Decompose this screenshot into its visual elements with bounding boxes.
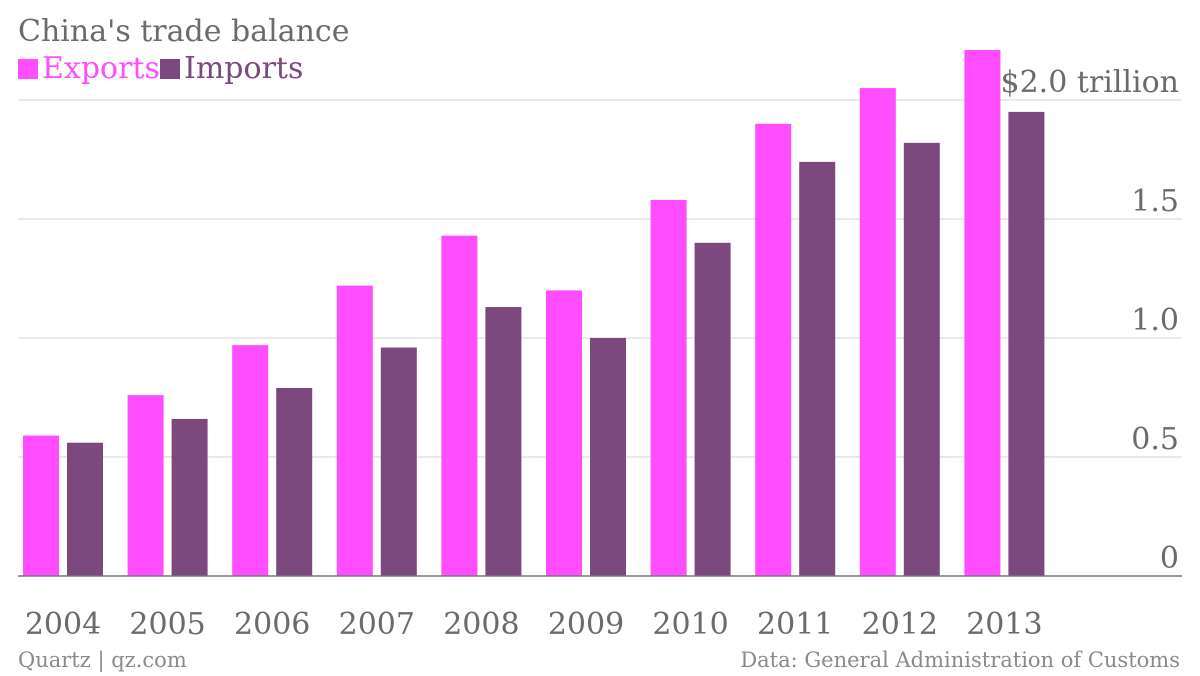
x-tick-label: 2009 xyxy=(548,607,624,642)
x-tick-labels: 2004 2005 2006 2007 2008 2009 2010 2011 2012 2013 xyxy=(25,607,1043,642)
y-tick-label: 1.5 xyxy=(1131,184,1179,219)
y-tick-label: 1.0 xyxy=(1131,303,1179,338)
bar-imports-2009 xyxy=(590,338,626,576)
bar-imports-2005 xyxy=(171,418,208,576)
x-tick-label: 2007 xyxy=(339,607,415,642)
x-tick-label: 2010 xyxy=(652,607,728,642)
y-tick-label: 0.5 xyxy=(1131,422,1179,457)
bar-imports-2011 xyxy=(799,161,836,576)
bar-imports-2004 xyxy=(67,442,103,576)
legend-swatch-imports xyxy=(160,59,180,79)
bar-exports-2010 xyxy=(650,199,687,576)
bar-exports-2006 xyxy=(232,345,269,576)
x-tick-label: 2012 xyxy=(862,607,938,642)
bar-imports-2013 xyxy=(1008,111,1045,577)
x-tick-label: 2005 xyxy=(129,607,205,642)
bar-exports-2005 xyxy=(127,395,164,576)
legend-swatch-exports xyxy=(18,59,38,79)
legend: Exports Imports xyxy=(18,51,303,86)
legend-label-exports: Exports xyxy=(42,51,160,86)
x-tick-label: 2011 xyxy=(757,607,833,642)
chart-title: China's trade balance xyxy=(18,14,349,49)
bar-imports-2008 xyxy=(485,307,522,576)
source-credit: Quartz | qz.com xyxy=(18,648,187,673)
bar-exports-2013 xyxy=(964,50,1001,576)
bar-exports-2004 xyxy=(23,435,59,576)
bar-imports-2006 xyxy=(276,387,313,576)
bar-exports-2009 xyxy=(546,290,582,576)
y-tick-label: 0 xyxy=(1160,541,1179,576)
bar-imports-2012 xyxy=(903,142,940,576)
bars xyxy=(23,50,1045,577)
bar-exports-2012 xyxy=(859,88,896,576)
x-tick-label: 2013 xyxy=(966,607,1042,642)
bar-exports-2007 xyxy=(336,285,373,576)
x-tick-label: 2004 xyxy=(25,607,101,642)
y-tick-label: $2.0 trillion xyxy=(1001,65,1180,100)
bar-exports-2011 xyxy=(755,123,792,577)
bar-imports-2010 xyxy=(694,242,731,577)
legend-label-imports: Imports xyxy=(184,51,303,86)
data-source: Data: General Administration of Customs xyxy=(740,648,1180,672)
x-tick-label: 2008 xyxy=(443,607,519,642)
x-tick-label: 2006 xyxy=(234,607,310,642)
bar-exports-2008 xyxy=(441,235,478,576)
y-tick-labels: 0 0.5 1.0 1.5 $2.0 trillion xyxy=(1001,65,1180,576)
bar-imports-2007 xyxy=(380,347,417,576)
